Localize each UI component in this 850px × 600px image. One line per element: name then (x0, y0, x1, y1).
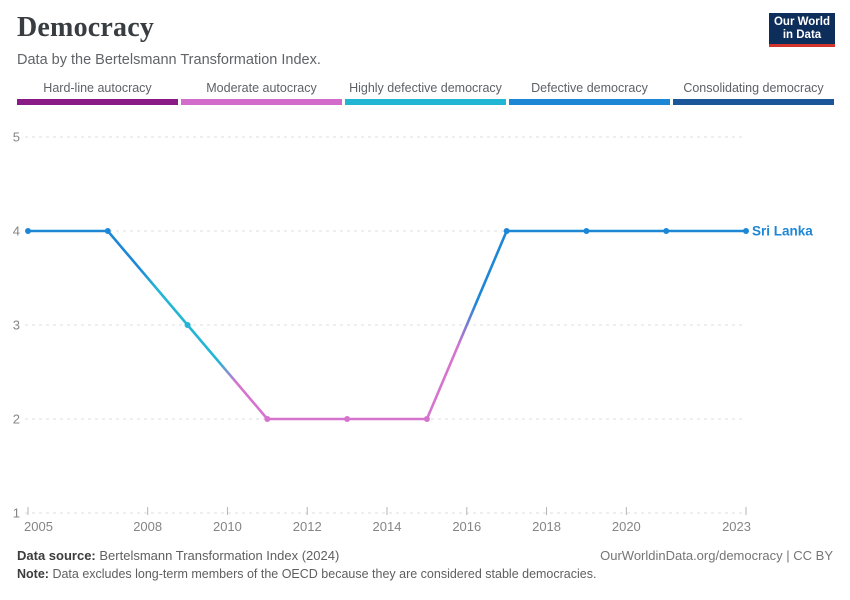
x-axis-label-2023: 2023 (722, 519, 751, 534)
legend-item-consolidating-democracy: Consolidating democracy (673, 81, 834, 105)
chart-point-2007 (104, 228, 111, 234)
legend-label: Consolidating democracy (683, 81, 824, 95)
legend-item-defective-democracy: Defective democracy (509, 81, 670, 105)
legend-item-highly-defective-democracy: Highly defective democracy (345, 81, 506, 105)
chart-subtitle: Data by the Bertelsmann Transformation I… (17, 52, 321, 68)
legend-label: Moderate autocracy (206, 81, 317, 95)
legend-label: Defective democracy (531, 81, 648, 95)
y-axis-label-3: 3 (13, 318, 20, 333)
data-source-label: Data source: (17, 548, 96, 563)
x-axis-label-2008: 2008 (133, 519, 162, 534)
legend-color-bar (181, 99, 342, 105)
chart-point-2013 (344, 416, 351, 422)
y-axis-label-1: 1 (13, 506, 20, 521)
democracy-line-chart[interactable]: 1 2 3 4 5 2005 2008 2010 2012 2014 2016 2018 2020 202… (0, 118, 850, 538)
y-axis-label-2: 2 (13, 412, 20, 427)
series-label: Sri Lanka (752, 224, 813, 239)
legend-label: Hard-line autocracy (43, 81, 152, 95)
chart-line-segment (106, 229, 189, 327)
owid-logo-line2: in Data (782, 28, 822, 41)
legend-color-bar (345, 99, 506, 105)
y-axis-label-5: 5 (13, 130, 20, 145)
chart-point-2011 (264, 416, 271, 422)
x-axis-label-2005: 2005 (24, 519, 53, 534)
owid-logo[interactable]: Our World in Data (769, 13, 835, 47)
chart-line-segment (425, 229, 508, 421)
chart-point-2005 (25, 228, 31, 234)
chart-point-2019 (583, 228, 590, 234)
note-text: Data excludes long-term members of the O… (52, 567, 597, 581)
legend-color-bar (673, 99, 834, 105)
data-source-line: Data source: Bertelsmann Transformation … (17, 548, 339, 563)
x-axis-label-2016: 2016 (452, 519, 481, 534)
page-title: Democracy (17, 12, 155, 43)
chart-point-2021 (663, 228, 670, 234)
x-axis-label-2018: 2018 (532, 519, 561, 534)
y-axis-label-4: 4 (13, 224, 20, 239)
legend-item-hard-line-autocracy: Hard-line autocracy (17, 81, 178, 105)
legend-color-bar (17, 99, 178, 105)
chart-footer: Data source: Bertelsmann Transformation … (17, 548, 833, 581)
note-label: Note: (17, 567, 49, 581)
category-legend: Hard-line autocracy Moderate autocracy H… (17, 81, 834, 105)
legend-item-moderate-autocracy: Moderate autocracy (181, 81, 342, 105)
legend-label: Highly defective democracy (349, 81, 502, 95)
x-axis-label-2014: 2014 (373, 519, 402, 534)
chart-point-2023 (743, 228, 749, 234)
x-axis-label-2010: 2010 (213, 519, 242, 534)
chart-point-2015 (423, 416, 430, 422)
attribution-link[interactable]: OurWorldinData.org/democracy | CC BY (600, 548, 833, 563)
chart-line-segment (186, 323, 269, 421)
data-source-text: Bertelsmann Transformation Index (2024) (99, 548, 340, 563)
chart-point-2017 (503, 228, 510, 234)
x-axis-label-2020: 2020 (612, 519, 641, 534)
x-axis-label-2012: 2012 (293, 519, 322, 534)
chart-point-2009 (184, 322, 191, 328)
chart-note: Note: Data excludes long-term members of… (17, 567, 833, 581)
legend-color-bar (509, 99, 670, 105)
owid-logo-line1: Our World (773, 15, 830, 28)
